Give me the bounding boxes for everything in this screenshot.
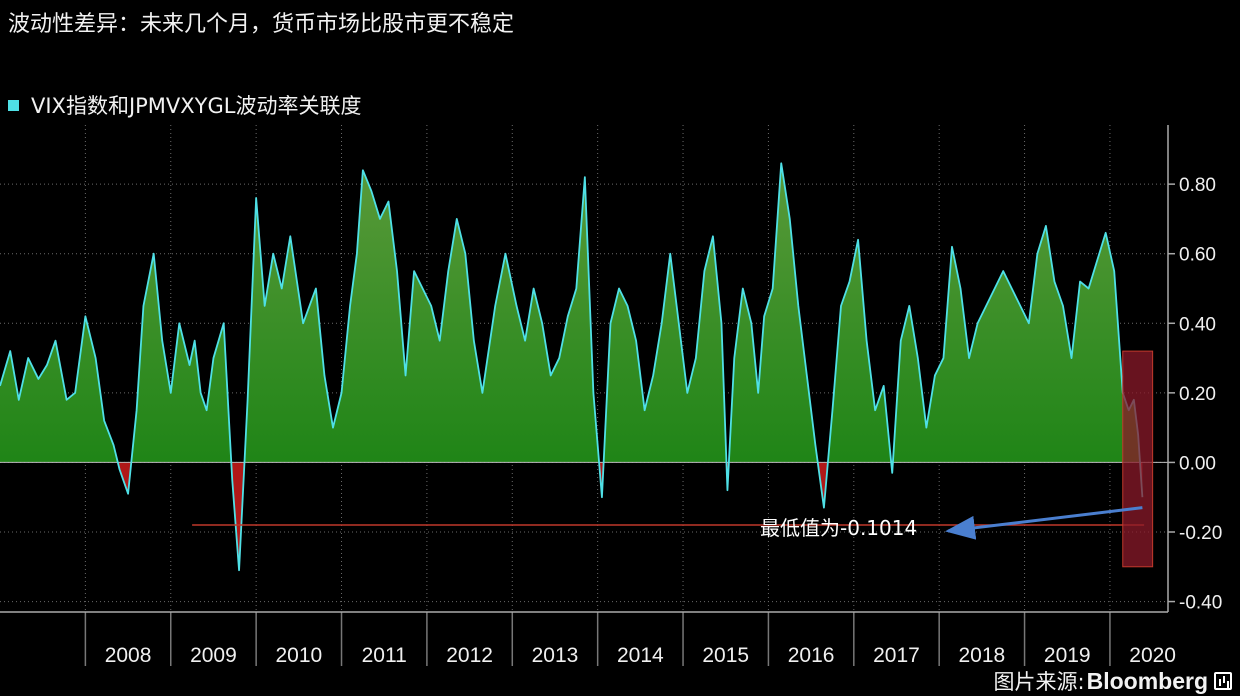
legend-swatch — [8, 99, 19, 111]
y-tick-label: 0.00 — [1179, 453, 1216, 474]
source-credit: 图片来源: Bloomberg — [994, 666, 1232, 696]
x-tick-label: 2013 — [532, 644, 579, 667]
highlight-box — [1122, 350, 1154, 568]
annotation-arrow — [945, 506, 1143, 540]
x-tick-label: 2008 — [105, 644, 152, 667]
legend-label: VIX指数和JPMVXYGL波动率关联度 — [31, 94, 362, 118]
y-tick-label: -0.20 — [1179, 523, 1222, 544]
x-tick-label: 2011 — [362, 644, 407, 667]
y-tick-label: 0.40 — [1179, 314, 1216, 335]
source-label: 图片来源: — [993, 670, 1085, 694]
x-tick-label: 2010 — [275, 644, 322, 667]
y-tick-label: 0.60 — [1179, 245, 1216, 266]
x-tick-label: 2018 — [959, 644, 1006, 667]
chart-title: 波动性差异：未来几个月，货币市场比股市更不稳定 — [8, 12, 515, 37]
x-tick-label: 2017 — [873, 644, 920, 667]
y-tick-label: 0.80 — [1179, 175, 1216, 196]
series-line — [0, 162, 1144, 572]
y-tick-label: 0.20 — [1179, 384, 1216, 405]
x-tick-label: 2009 — [190, 644, 237, 667]
y-tick-label: -0.40 — [1179, 593, 1222, 614]
legend: VIX指数和JPMVXYGL波动率关联度 — [8, 90, 361, 120]
x-tick-label: 2015 — [702, 644, 749, 667]
source-brand: Bloomberg — [1086, 667, 1208, 694]
annotation-label: 最低值为-0.1014 — [760, 516, 918, 541]
bloomberg-logo-icon — [1214, 672, 1232, 690]
x-tick-label: 2012 — [446, 644, 493, 667]
positive-area — [0, 163, 1143, 463]
x-tick-label: 2014 — [617, 644, 664, 667]
x-tick-label: 2020 — [1129, 644, 1176, 667]
x-tick-label: 2016 — [788, 644, 835, 667]
x-tick-label: 2019 — [1044, 644, 1091, 667]
